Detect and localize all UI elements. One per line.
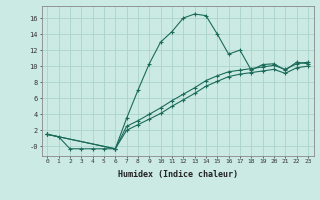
- X-axis label: Humidex (Indice chaleur): Humidex (Indice chaleur): [118, 170, 237, 179]
